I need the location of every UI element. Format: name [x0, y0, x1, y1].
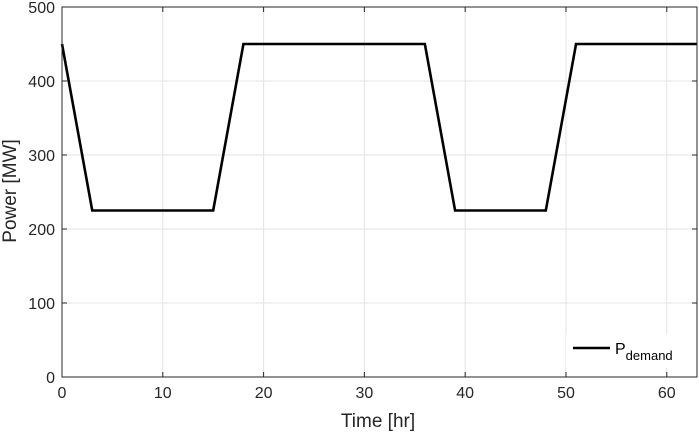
x-tick-label: 40 [456, 385, 474, 402]
y-tick-label: 200 [28, 222, 55, 239]
y-tick-label: 500 [28, 0, 55, 17]
x-tick-label: 10 [154, 385, 172, 402]
y-tick-label: 0 [46, 370, 55, 387]
x-tick-label: 30 [355, 385, 373, 402]
axes-box [61, 6, 698, 378]
series-line-p-demand [60, 42, 697, 212]
legend: Pdemand [566, 334, 694, 368]
legend-entry-subscript: demand [626, 348, 673, 363]
y-tick-labels: 0 100 200 300 400 500 [28, 0, 55, 387]
y-tick-label: 400 [28, 74, 55, 91]
x-axis-label: Time [hr] [341, 411, 415, 432]
legend-entry: Pdemand [615, 341, 673, 363]
legend-box [566, 334, 694, 368]
plot-series [60, 42, 697, 212]
x-tick-labels: 0 10 20 30 40 50 60 [58, 385, 676, 402]
y-axis-label: Power [MW] [0, 139, 21, 242]
x-tick-label: 0 [58, 385, 67, 402]
x-tick-label: 50 [557, 385, 575, 402]
y-tick-label: 300 [28, 148, 55, 165]
legend-entry-main: P [615, 341, 626, 358]
x-tick-label: 20 [255, 385, 273, 402]
y-tick-label: 100 [28, 296, 55, 313]
x-tick-label: 60 [658, 385, 676, 402]
axis-ticks [61, 6, 697, 378]
